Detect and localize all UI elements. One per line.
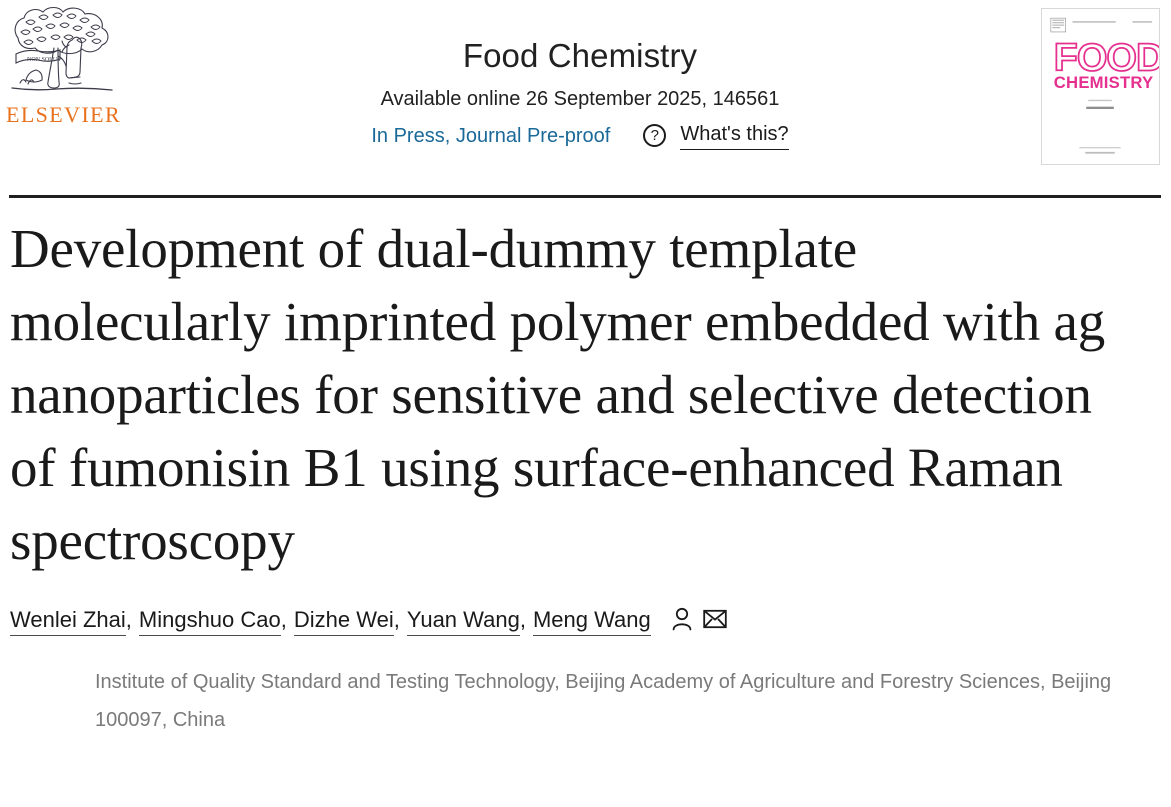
author-item: Meng Wang xyxy=(532,605,658,636)
author-item: Wenlei Zhai, xyxy=(10,605,139,636)
journal-title: Food Chemistry xyxy=(462,37,698,74)
article-block: Development of dual-dummy template molec… xyxy=(0,176,1171,739)
journal-cover-thumbnail[interactable]: FOOD CHEMISTRY xyxy=(1041,8,1160,165)
author-item: Mingshuo Cao, xyxy=(138,605,294,636)
author-person-icon[interactable] xyxy=(672,607,692,631)
author-link[interactable]: Dizhe Wei xyxy=(293,607,394,636)
availability-text: Available online 26 September 2025, 1465… xyxy=(380,88,780,110)
author-separator: , xyxy=(125,607,132,632)
question-mark-icon[interactable]: ? xyxy=(643,124,667,147)
whats-this-link[interactable]: What's this? xyxy=(680,121,789,150)
author-list: Wenlei Zhai, Mingshuo Cao, Dizhe Wei, Yu… xyxy=(10,605,1161,636)
author-item: Dizhe Wei, xyxy=(293,605,407,636)
author-link[interactable]: Mingshuo Cao xyxy=(138,607,281,636)
article-title: Development of dual-dummy template molec… xyxy=(10,218,1106,571)
header-divider xyxy=(9,195,1161,198)
author-icon-group xyxy=(672,607,727,631)
elsevier-logo[interactable]: NON SOLUS ELSEVIER xyxy=(6,4,124,130)
elsevier-wordmark: ELSEVIER xyxy=(6,102,122,127)
author-separator: , xyxy=(519,607,526,632)
in-press-link[interactable]: In Press, Journal Pre-proof xyxy=(371,124,611,147)
author-separator: , xyxy=(280,607,287,632)
affiliation-text: Institute of Quality Standard and Testin… xyxy=(95,671,1112,731)
journal-header: NON SOLUS ELSEVIER Food Chemistry Availa… xyxy=(0,0,1171,198)
author-link[interactable]: Wenlei Zhai xyxy=(10,607,126,636)
author-link[interactable]: Yuan Wang xyxy=(406,607,520,636)
journal-cover-image: FOOD CHEMISTRY xyxy=(1042,9,1159,164)
author-link[interactable]: Meng Wang xyxy=(532,607,651,636)
logo-motto-text: NON SOLUS xyxy=(27,57,61,63)
elsevier-tree-icon: NON SOLUS xyxy=(11,6,113,91)
journal-info: Food Chemistry Available online 26 Septe… xyxy=(190,36,970,150)
svg-text:FOOD: FOOD xyxy=(1054,35,1159,79)
svg-text:CHEMISTRY: CHEMISTRY xyxy=(1054,73,1154,92)
author-item: Yuan Wang, xyxy=(406,605,533,636)
status-row: In Press, Journal Pre-proof ? What's thi… xyxy=(190,121,970,150)
author-email-icon[interactable] xyxy=(703,609,727,629)
author-separator: , xyxy=(393,607,400,632)
